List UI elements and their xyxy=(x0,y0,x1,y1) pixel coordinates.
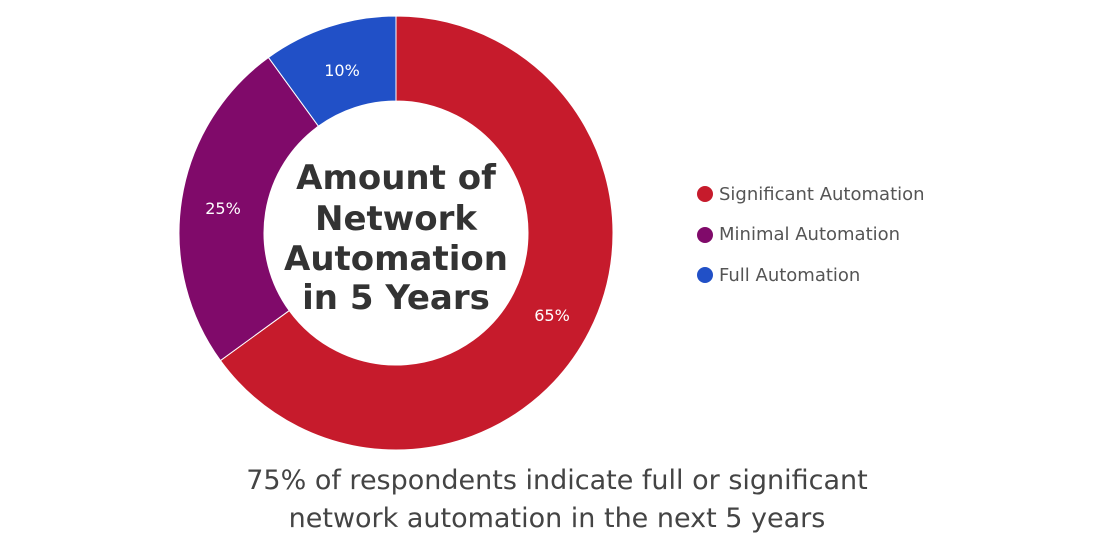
chart-caption: 75% of respondents indicate full or sign… xyxy=(0,462,1114,538)
caption-line-2: network automation in the next 5 years xyxy=(288,503,826,534)
legend-item-full[interactable]: Full Automation xyxy=(697,255,925,296)
legend-label-significant: Significant Automation xyxy=(719,183,925,205)
legend-item-significant[interactable]: Significant Automation xyxy=(697,174,925,215)
legend-marker-significant xyxy=(697,186,713,203)
donut-slices xyxy=(178,15,614,451)
legend-label-minimal: Minimal Automation xyxy=(719,224,901,246)
center-title: Amount of Network Automation in 5 Years xyxy=(284,158,508,318)
legend-marker-minimal xyxy=(697,226,713,243)
slice-label-full: 10% xyxy=(324,61,360,80)
slice-minimal[interactable] xyxy=(178,56,320,362)
slice-significant[interactable] xyxy=(219,15,614,451)
legend-item-minimal[interactable]: Minimal Automation xyxy=(697,215,925,256)
center-title-line-3: Automation xyxy=(284,239,508,279)
chart-legend: Significant Automation Minimal Automatio… xyxy=(697,174,925,296)
center-title-line-2: Network xyxy=(315,199,478,239)
caption-line-1: 75% of respondents indicate full or sign… xyxy=(246,465,868,496)
center-title-line-4: in 5 Years xyxy=(302,278,490,318)
slice-label-significant: 65% xyxy=(534,306,570,325)
slice-full[interactable] xyxy=(267,15,397,127)
legend-marker-full xyxy=(697,267,713,284)
center-title-line-1: Amount of xyxy=(296,158,497,198)
legend-label-full: Full Automation xyxy=(719,264,861,286)
slice-label-minimal: 25% xyxy=(205,199,241,218)
slice-labels: 65% 25% 10% xyxy=(205,61,570,325)
